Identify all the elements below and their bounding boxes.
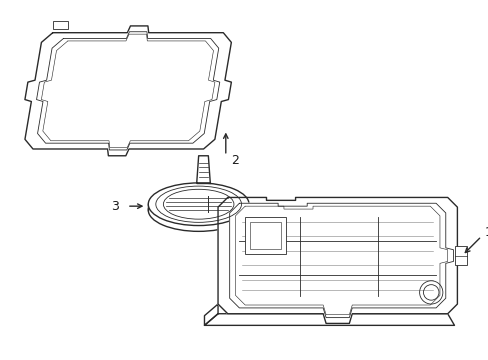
Bar [244, 217, 285, 254]
Polygon shape [196, 156, 210, 183]
Polygon shape [204, 314, 453, 325]
Text: 2: 2 [230, 154, 238, 167]
Polygon shape [41, 34, 214, 148]
Polygon shape [229, 203, 452, 318]
Text: 3: 3 [111, 200, 119, 213]
Polygon shape [37, 32, 219, 150]
Bar [249, 222, 281, 249]
Polygon shape [204, 304, 218, 325]
Ellipse shape [148, 189, 248, 231]
Bar [53, 21, 68, 29]
Text: 1: 1 [484, 226, 488, 239]
Polygon shape [235, 206, 447, 315]
Bar [454, 246, 466, 265]
Polygon shape [25, 26, 231, 156]
Polygon shape [218, 197, 464, 323]
Ellipse shape [148, 183, 248, 226]
